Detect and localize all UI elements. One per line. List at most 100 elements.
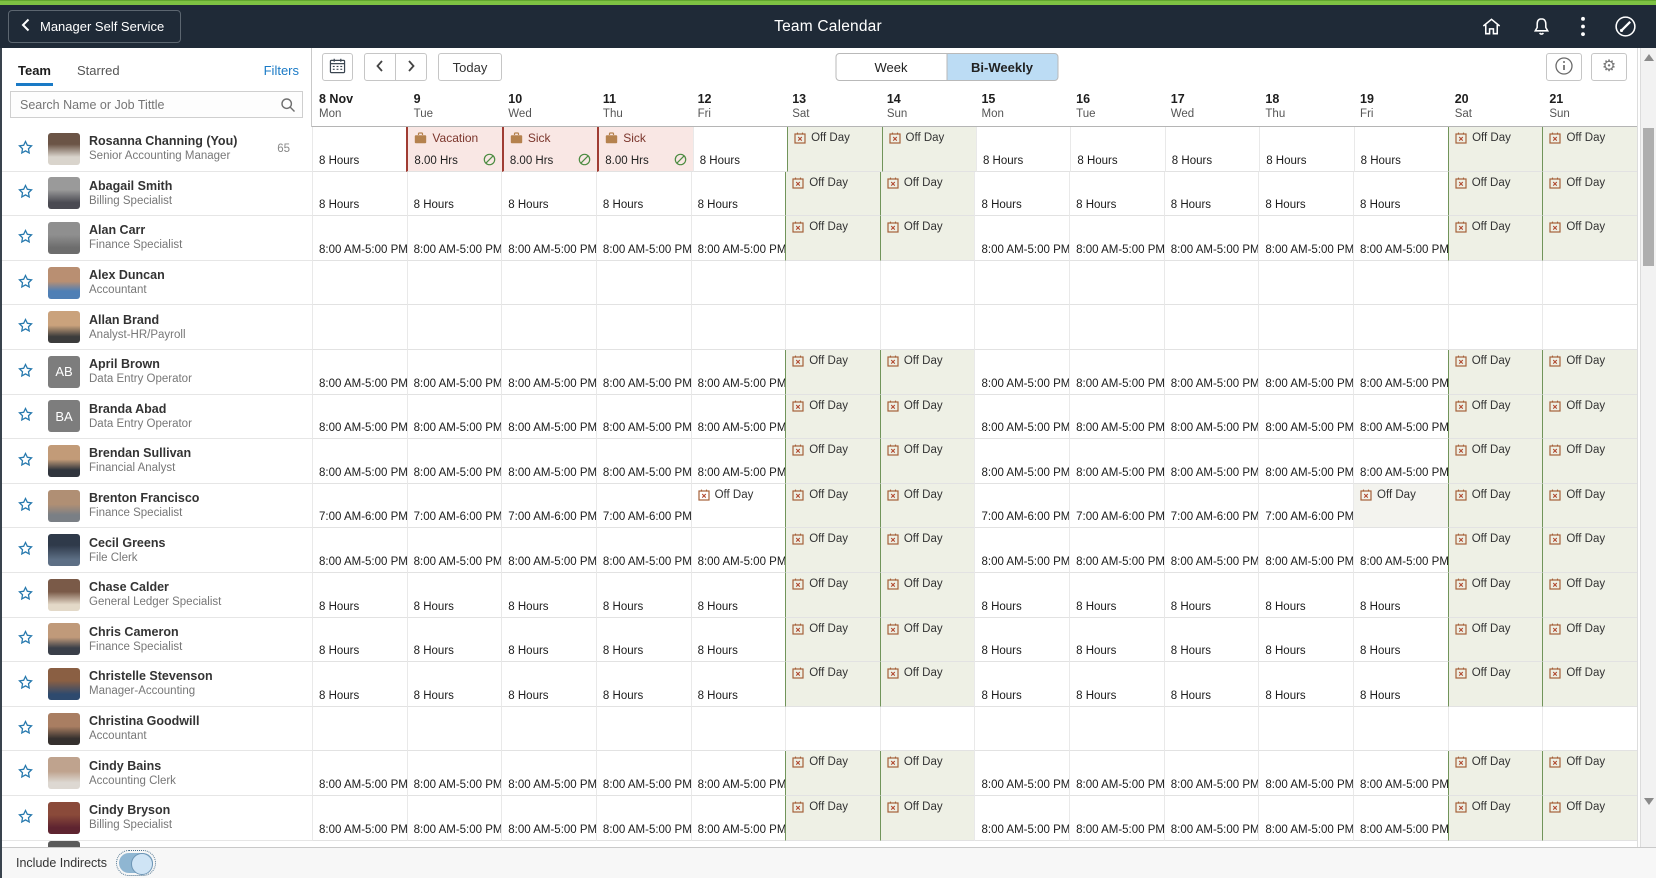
calendar-day-cell[interactable]: Off Day <box>1542 528 1637 573</box>
vertical-scrollbar[interactable] <box>1640 48 1656 847</box>
calendar-day-cell[interactable]: 7:00 AM-6:00 PM <box>312 483 408 529</box>
calendar-day-cell[interactable] <box>595 706 691 752</box>
calendar-day-cell[interactable]: 8 Hours <box>595 572 691 618</box>
calendar-day-cell[interactable] <box>1542 305 1637 350</box>
calendar-day-cell[interactable]: Off Day <box>1542 795 1637 841</box>
calendar-day-cell[interactable]: Off Day <box>1542 394 1637 440</box>
calendar-day-cell[interactable] <box>1258 706 1354 752</box>
calendar-day-cell[interactable]: 8:00 AM-5:00 PM <box>595 439 692 484</box>
calendar-day-cell[interactable]: Off Day <box>785 439 880 484</box>
employee-cell[interactable]: BA Branda Abad Data Entry Operator <box>2 395 312 440</box>
calendar-day-cell[interactable]: 8 Hours <box>595 662 691 707</box>
calendar-day-cell[interactable]: Off Day <box>879 394 975 440</box>
calendar-day-cell[interactable]: 8:00 AM-5:00 PM <box>406 751 503 796</box>
calendar-day-cell[interactable] <box>1353 706 1448 752</box>
employee-cell[interactable]: Alan Carr Finance Specialist <box>2 216 312 261</box>
filters-link[interactable]: Filters <box>263 62 299 78</box>
calendar-day-cell[interactable]: 8 Hours <box>406 617 502 663</box>
calendar-day-cell[interactable] <box>785 305 880 350</box>
calendar-day-cell[interactable]: 8:00 AM-5:00 PM <box>312 216 408 261</box>
calendar-day-cell[interactable]: 8 Hours <box>312 171 407 217</box>
info-button[interactable] <box>1546 53 1582 81</box>
calendar-day-cell[interactable]: 8:00 AM-5:00 PM <box>406 439 503 484</box>
calendar-day-cell[interactable]: 8 Hours <box>1353 617 1448 663</box>
calendar-day-cell[interactable]: 8 Hours <box>1164 127 1260 172</box>
calendar-day-cell[interactable]: 8:00 AM-5:00 PM <box>690 394 786 440</box>
calendar-day-cell[interactable] <box>879 305 975 350</box>
calendar-day-cell[interactable] <box>974 305 1070 350</box>
calendar-day-cell[interactable]: 8 Hours <box>1069 617 1164 663</box>
calendar-day-cell[interactable] <box>595 305 691 350</box>
calendar-day-cell[interactable]: Off Day <box>1542 617 1637 663</box>
calendar-day-cell[interactable]: Off Day <box>690 483 786 529</box>
calendar-day-cell[interactable]: Off Day <box>785 617 880 663</box>
calendar-day-cell[interactable]: 8:00 AM-5:00 PM <box>501 394 597 440</box>
calendar-day-cell[interactable] <box>1542 706 1637 752</box>
calendar-day-cell[interactable]: 8 Hours <box>595 171 691 217</box>
calendar-day-cell[interactable]: 8:00 AM-5:00 PM <box>312 439 408 484</box>
calendar-day-cell[interactable]: 8:00 AM-5:00 PM <box>1069 795 1165 841</box>
calendar-day-cell[interactable]: Off Day <box>879 171 975 217</box>
calendar-day-cell[interactable]: 8 Hours <box>406 171 502 217</box>
employee-cell[interactable]: Cindy Bains Accounting Clerk <box>2 751 312 796</box>
calendar-day-cell[interactable]: Off Day <box>1542 751 1637 796</box>
calendar-day-cell[interactable] <box>785 260 880 306</box>
calendar-day-cell[interactable]: 8:00 AM-5:00 PM <box>312 394 408 440</box>
calendar-day-cell[interactable] <box>1163 706 1259 752</box>
calendar-day-cell[interactable]: 8 Hours <box>312 617 407 663</box>
calendar-day-cell[interactable]: Off Day <box>1447 216 1543 261</box>
star-favorite-button[interactable] <box>2 719 48 739</box>
calendar-day-cell[interactable]: 8:00 AM-5:00 PM <box>1258 349 1354 395</box>
today-button[interactable]: Today <box>438 53 502 81</box>
employee-cell[interactable]: Christina Goodwill Accountant <box>2 707 312 752</box>
calendar-day-cell[interactable]: Off Day <box>785 751 880 796</box>
calendar-day-cell[interactable]: Off Day <box>1542 483 1637 529</box>
calendar-day-cell[interactable]: Off Day <box>1542 572 1637 618</box>
calendar-day-cell[interactable]: 8:00 AM-5:00 PM <box>1258 751 1354 796</box>
calendar-day-cell[interactable] <box>1542 260 1637 306</box>
employee-cell[interactable]: Alex Duncan Accountant <box>2 261 312 306</box>
calendar-day-cell[interactable]: Off Day <box>879 528 975 573</box>
calendar-day-cell[interactable]: 8:00 AM-5:00 PM <box>1353 528 1449 573</box>
calendar-day-cell[interactable]: 8:00 AM-5:00 PM <box>406 795 503 841</box>
calendar-day-cell[interactable]: 8:00 AM-5:00 PM <box>974 751 1070 796</box>
calendar-day-cell[interactable]: 8:00 AM-5:00 PM <box>501 795 597 841</box>
calendar-day-cell[interactable]: Off Day <box>879 216 975 261</box>
calendar-day-cell[interactable]: Off Day <box>1447 662 1543 707</box>
calendar-day-cell[interactable]: 8 Hours <box>501 572 596 618</box>
calendar-day-cell[interactable]: 8 Hours <box>312 572 407 618</box>
calendar-day-cell[interactable] <box>406 305 502 350</box>
calendar-day-cell[interactable]: 8:00 AM-5:00 PM <box>1163 795 1260 841</box>
calendar-day-cell[interactable]: 7:00 AM-6:00 PM <box>974 483 1070 529</box>
calendar-day-cell[interactable] <box>1258 260 1354 306</box>
calendar-day-cell[interactable]: 8 Hours <box>1069 662 1164 707</box>
calendar-day-cell[interactable]: Off Day <box>879 617 975 663</box>
calendar-day-cell[interactable]: Off Day <box>879 483 975 529</box>
calendar-day-cell[interactable]: 8:00 AM-5:00 PM <box>1353 795 1449 841</box>
calendar-day-cell[interactable]: 7:00 AM-6:00 PM <box>595 483 692 529</box>
calendar-day-cell[interactable]: 8:00 AM-5:00 PM <box>1069 528 1165 573</box>
calendar-day-cell[interactable]: 8 Hours <box>1069 572 1164 618</box>
star-favorite-button[interactable] <box>2 183 48 203</box>
calendar-day-cell[interactable]: 8 Hours <box>1258 572 1354 618</box>
calendar-day-cell[interactable] <box>1069 305 1164 350</box>
calendar-day-cell[interactable] <box>1353 305 1448 350</box>
employee-cell[interactable]: Brendan Sullivan Financial Analyst <box>2 439 312 484</box>
calendar-day-cell[interactable]: 8 Hours <box>1353 171 1448 217</box>
calendar-day-cell[interactable]: 8:00 AM-5:00 PM <box>595 795 692 841</box>
calendar-day-cell[interactable]: 8:00 AM-5:00 PM <box>690 439 786 484</box>
star-favorite-button[interactable] <box>2 496 48 516</box>
calendar-day-cell[interactable]: Off Day <box>1447 394 1543 440</box>
calendar-day-cell[interactable]: Off Day <box>879 439 975 484</box>
calendar-day-cell[interactable]: Off Day <box>1447 483 1543 529</box>
calendar-day-cell[interactable]: 8 Hours <box>501 171 596 217</box>
calendar-day-cell[interactable]: 8:00 AM-5:00 PM <box>312 349 408 395</box>
calendar-day-cell[interactable]: 8:00 AM-5:00 PM <box>595 528 692 573</box>
calendar-picker-button[interactable] <box>322 53 353 81</box>
star-favorite-button[interactable] <box>2 763 48 783</box>
calendar-day-cell[interactable]: 8:00 AM-5:00 PM <box>974 795 1070 841</box>
calendar-day-cell[interactable]: Off Day <box>1542 349 1637 395</box>
calendar-day-cell[interactable]: Off Day <box>1353 483 1448 529</box>
calendar-day-cell[interactable]: 8 Hours <box>1258 617 1354 663</box>
calendar-day-cell[interactable] <box>1258 305 1354 350</box>
